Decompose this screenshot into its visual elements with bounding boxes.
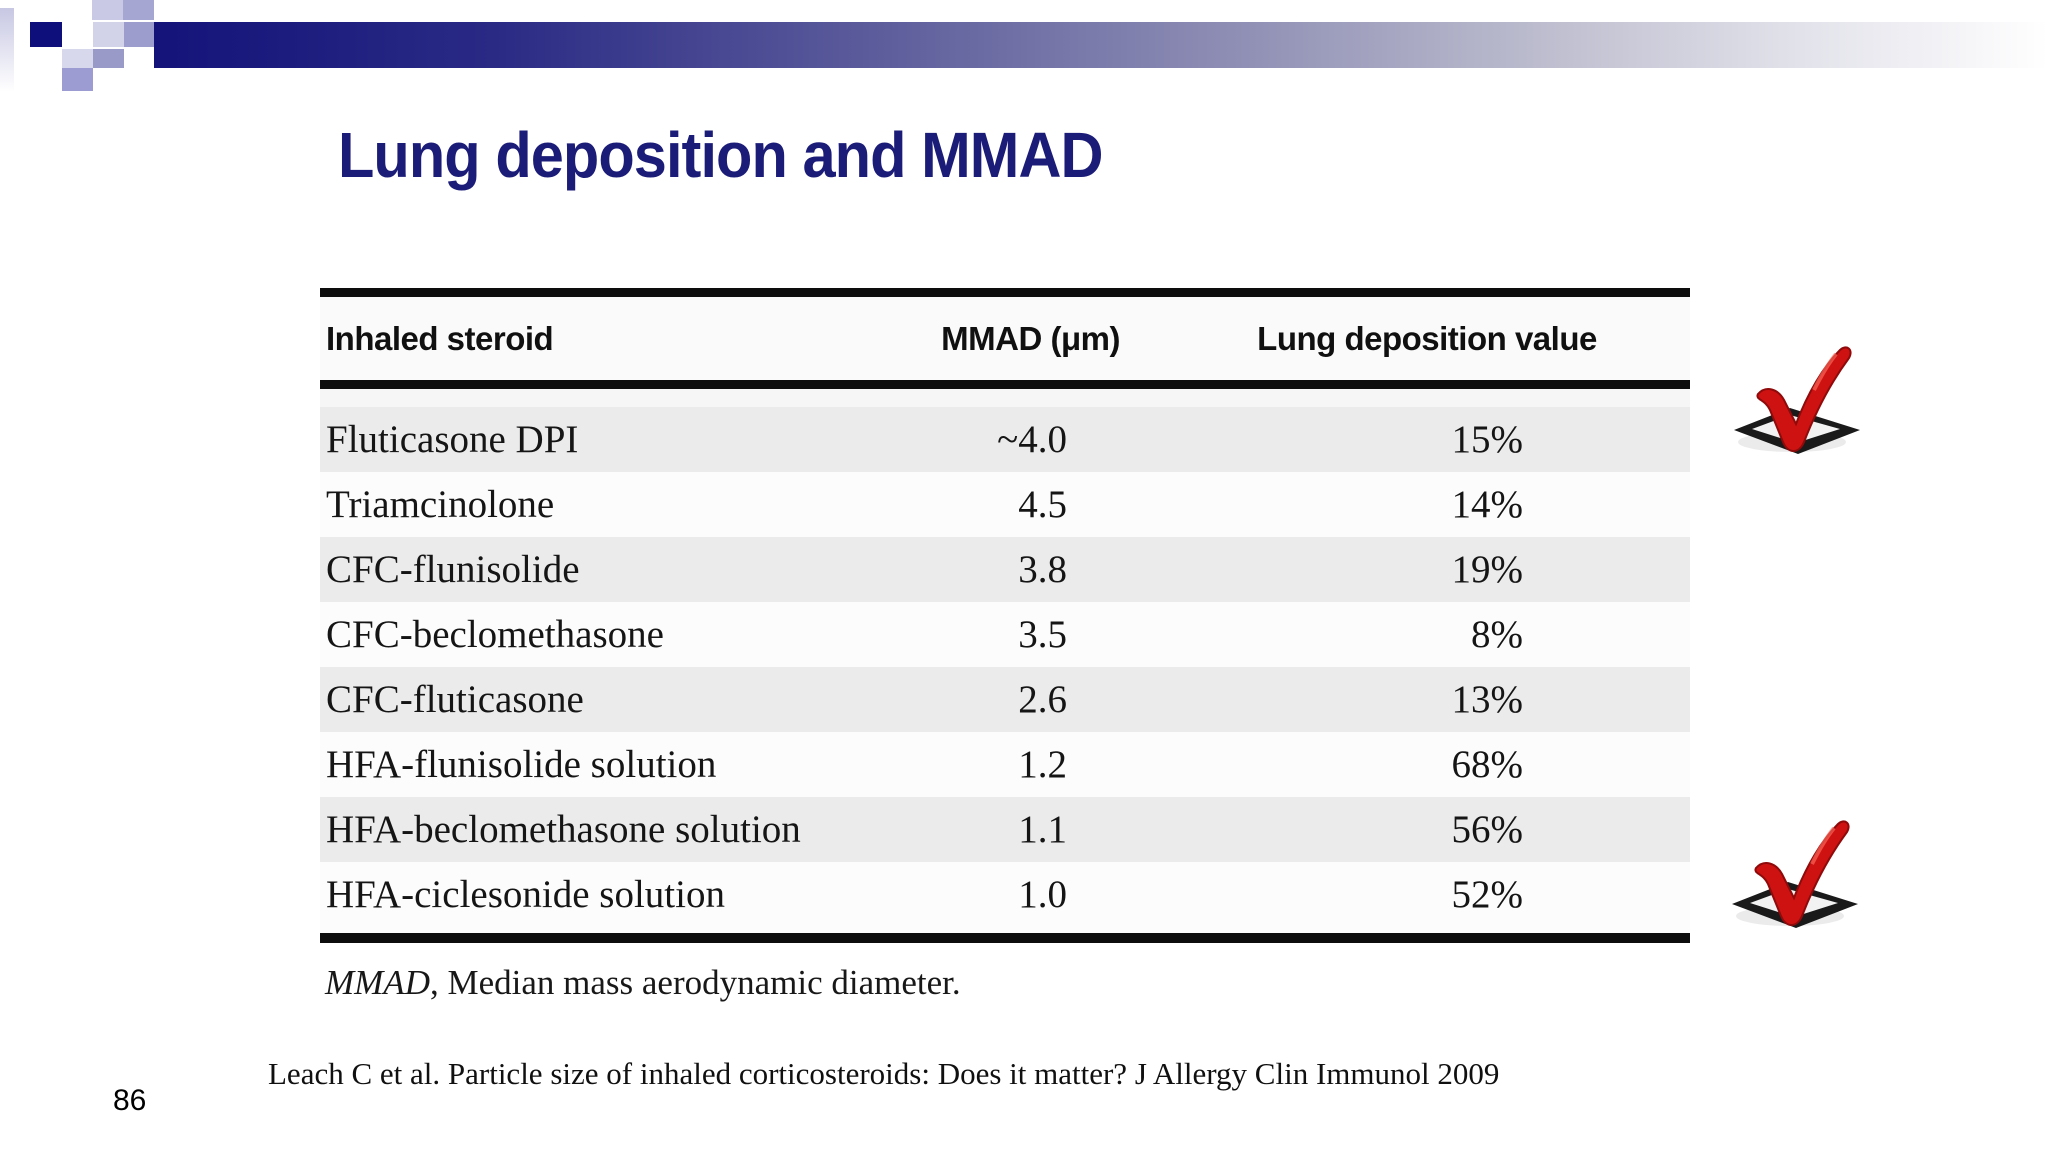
deco-square: [62, 68, 93, 91]
table-footnote: MMAD, Median mass aerodynamic diameter.: [325, 963, 961, 1003]
cell-steroid: CFC-fluticasone: [326, 678, 584, 721]
cell-steroid: Triamcinolone: [326, 483, 555, 526]
red-check-icon: [1734, 346, 1860, 454]
table-bottom-gap: [320, 927, 1690, 933]
cell-steroid: CFC-flunisolide: [326, 548, 580, 591]
column-header-mmad: MMAD (μm): [941, 319, 1120, 357]
footnote-term: MMAD: [325, 963, 430, 1002]
table-row: CFC-flunisolide 3.8 19%: [320, 537, 1690, 602]
footnote-text: , Median mass aerodynamic diameter.: [429, 963, 961, 1002]
cell-mmad: 2.6: [1018, 678, 1067, 721]
cell-mmad: 1.2: [1018, 743, 1067, 786]
table-header-border: [320, 380, 1690, 389]
page-title: Lung deposition and MMAD: [338, 119, 1103, 191]
table-header-gap: [320, 389, 1690, 407]
cell-mmad: 4.5: [1018, 483, 1067, 526]
cell-steroid: HFA-beclomethasone solution: [326, 808, 801, 851]
cell-deposition: 52%: [1451, 873, 1524, 916]
lung-deposition-table: Inhaled steroid MMAD (μm) Lung depositio…: [320, 288, 1690, 943]
cell-mmad: 1.1: [1018, 808, 1067, 851]
cell-steroid: HFA-ciclesonide solution: [326, 873, 725, 916]
table-row: CFC-beclomethasone 3.5 8%: [320, 602, 1690, 667]
column-header-inhaled-steroid: Inhaled steroid: [326, 319, 554, 357]
header-gradient-bar: [154, 22, 2048, 68]
cell-deposition: 56%: [1451, 808, 1524, 851]
page-number: 86: [113, 1084, 147, 1117]
cell-steroid: Fluticasone DPI: [326, 418, 579, 461]
deco-square: [93, 22, 124, 47]
cell-deposition: 68%: [1451, 743, 1524, 786]
table-bottom-border: [320, 933, 1690, 943]
table-header-row: Inhaled steroid MMAD (μm) Lung depositio…: [320, 297, 1690, 380]
deco-square: [62, 49, 93, 68]
cell-deposition: 13%: [1451, 678, 1524, 721]
table-top-border: [320, 288, 1690, 297]
deco-square: [92, 0, 123, 20]
table-row: HFA-ciclesonide solution 1.0 52%: [320, 862, 1690, 927]
citation: Leach C et al. Particle size of inhaled …: [268, 1056, 1500, 1091]
table-row: Fluticasone DPI ~4.0 15%: [320, 407, 1690, 472]
table-row: Triamcinolone 4.5 14%: [320, 472, 1690, 537]
deco-square-navy: [30, 22, 62, 47]
cell-mmad: ~4.0: [997, 418, 1067, 461]
deco-square: [124, 22, 154, 47]
cell-deposition: 14%: [1451, 483, 1524, 526]
cell-deposition: 8%: [1471, 613, 1523, 656]
deco-square: [123, 0, 154, 20]
deco-square: [93, 49, 124, 68]
cell-deposition: 15%: [1451, 418, 1524, 461]
cell-deposition: 19%: [1451, 548, 1524, 591]
cell-steroid: CFC-beclomethasone: [326, 613, 664, 656]
red-check-icon: [1732, 820, 1858, 928]
cell-mmad: 3.5: [1018, 613, 1067, 656]
cell-mmad: 3.8: [1018, 548, 1067, 591]
header-accent-strip: [0, 8, 14, 92]
table-row: CFC-fluticasone 2.6 13%: [320, 667, 1690, 732]
column-header-lung-deposition: Lung deposition value: [1257, 319, 1597, 357]
cell-steroid: HFA-flunisolide solution: [326, 743, 717, 786]
cell-mmad: 1.0: [1018, 873, 1067, 916]
table-row: HFA-flunisolide solution 1.2 68%: [320, 732, 1690, 797]
table-row: HFA-beclomethasone solution 1.1 56%: [320, 797, 1690, 862]
